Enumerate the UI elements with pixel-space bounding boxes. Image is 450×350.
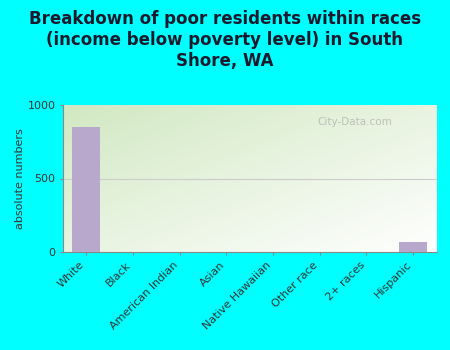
Text: Breakdown of poor residents within races
(income below poverty level) in South
S: Breakdown of poor residents within races… [29,10,421,70]
Y-axis label: absolute numbers: absolute numbers [14,128,25,229]
Text: City-Data.com: City-Data.com [317,117,392,127]
Bar [72,127,100,252]
Bar [399,242,427,252]
